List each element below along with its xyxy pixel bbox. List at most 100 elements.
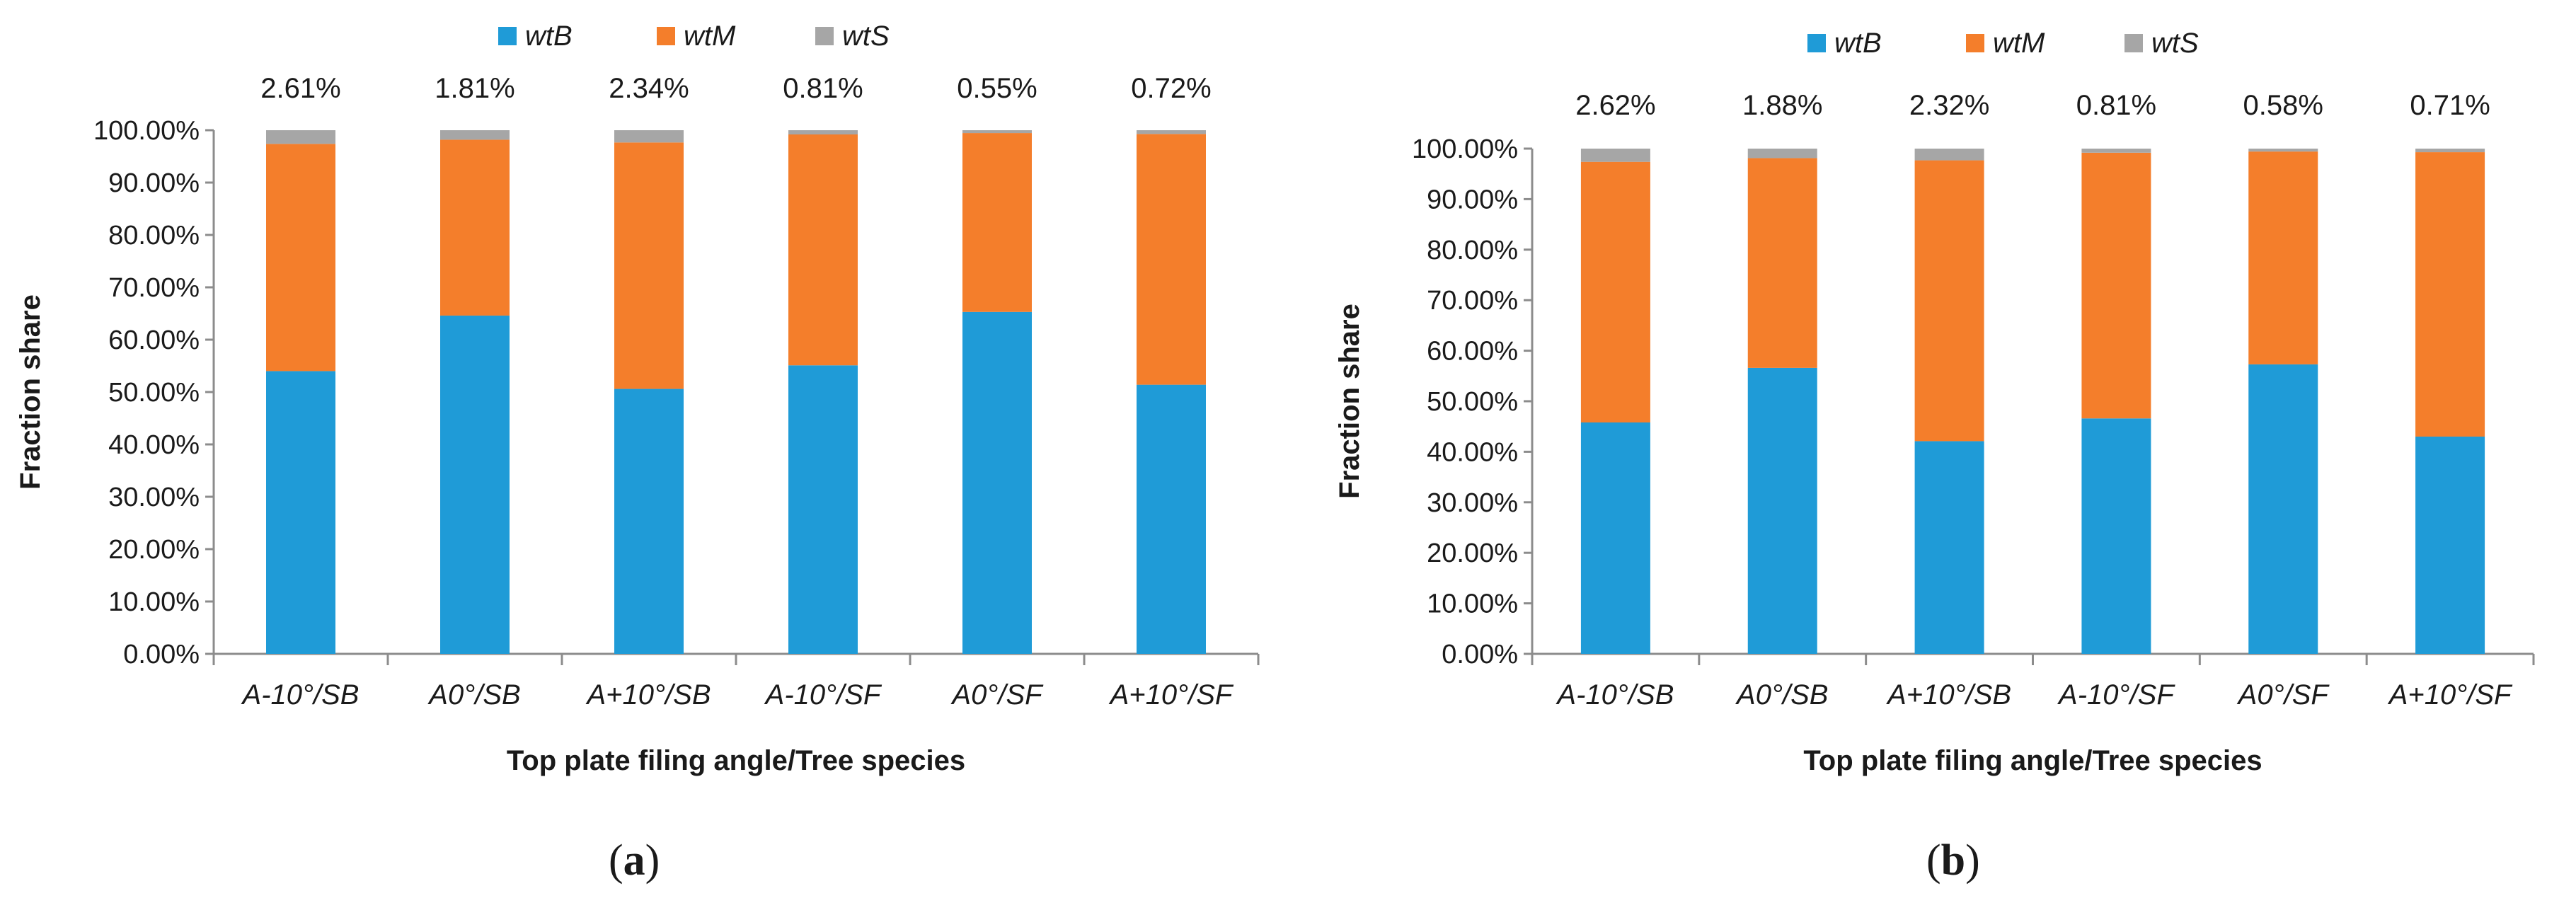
y-tick-label: 20.00% — [1427, 539, 1518, 568]
bar-wtB — [2081, 418, 2151, 654]
y-tick-label: 60.00% — [1427, 337, 1518, 367]
bar-wtM — [440, 139, 510, 316]
bar-wtB — [962, 311, 1032, 654]
y-tick-label: 0.00% — [1442, 640, 1518, 669]
bar-wtS — [2415, 149, 2485, 153]
bar-wtB — [266, 371, 335, 654]
legend-swatch-wtB — [1807, 34, 1826, 52]
bar-wtB — [1580, 422, 1650, 654]
data-label-wtS: 2.62% — [1575, 90, 1655, 121]
legend-label-wtM: wtM — [1993, 28, 2045, 59]
y-tick-label: 30.00% — [1427, 488, 1518, 518]
y-tick-label: 90.00% — [1427, 185, 1518, 214]
panel-letter: b — [1941, 836, 1965, 885]
legend: wtB wtM wtS — [498, 21, 890, 52]
bar-wtB — [1747, 367, 1817, 654]
y-tick-label: 50.00% — [108, 378, 200, 408]
panel-label: (b) — [1926, 836, 1980, 885]
bar-wtS — [1914, 149, 1984, 161]
y-tick-label: 10.00% — [1427, 589, 1518, 619]
x-tick-label: A-10°/SF — [764, 679, 882, 710]
bar-wtS — [614, 130, 684, 143]
y-tick-label: 10.00% — [108, 587, 200, 617]
data-label-wtS: 0.55% — [957, 73, 1037, 104]
legend-label-wtB: wtB — [525, 21, 573, 52]
legend-label-wtS: wtS — [2151, 28, 2199, 59]
bar-wtM — [2248, 151, 2318, 364]
y-tick-label: 80.00% — [108, 221, 200, 251]
y-tick-label: 70.00% — [108, 273, 200, 303]
y-tick-label: 70.00% — [1427, 286, 1518, 316]
legend-swatch-wtS — [2124, 34, 2143, 52]
bar-wtS — [2248, 149, 2318, 152]
data-label-wtS: 0.81% — [2076, 90, 2156, 121]
data-label-wtS: 0.58% — [2243, 90, 2323, 121]
y-tick-label: 80.00% — [1427, 236, 1518, 265]
y-tick-label: 30.00% — [108, 483, 200, 512]
x-tick-label: A+10°/SF — [1109, 679, 1234, 710]
data-label-wtS: 0.72% — [1131, 73, 1211, 104]
data-label-wtS: 2.32% — [1909, 90, 1989, 121]
y-tick-label: 60.00% — [108, 326, 200, 355]
x-tick-label: A0°/SB — [1735, 679, 1828, 710]
bar-wtM — [1914, 160, 1984, 442]
legend-swatch-wtB — [498, 27, 517, 45]
panel-letter: a — [623, 836, 645, 885]
x-tick-label: A+10°/SB — [586, 679, 711, 710]
bar-wtM — [266, 144, 335, 372]
data-label-wtS: 2.34% — [609, 73, 689, 104]
bar-wtM — [614, 142, 684, 389]
legend-label-wtS: wtS — [842, 21, 890, 52]
bar-wtB — [614, 388, 684, 654]
x-tick-label: A-10°/SF — [2057, 679, 2175, 710]
bar-wtS — [266, 130, 335, 144]
bar-wtS — [1747, 149, 1817, 159]
y-tick-label: 40.00% — [108, 430, 200, 460]
bar-wtB — [440, 315, 510, 654]
data-label-wtS: 1.81% — [435, 73, 514, 104]
y-axis-title: Fraction share — [1334, 304, 1365, 499]
data-label-wtS: 1.88% — [1742, 90, 1822, 121]
y-tick-label: 100.00% — [93, 116, 200, 146]
legend-swatch-wtM — [1966, 34, 1984, 52]
bar-wtM — [962, 133, 1032, 312]
bar-wtB — [788, 365, 858, 654]
data-label-wtS: 0.71% — [2410, 90, 2490, 121]
bar-wtM — [2415, 152, 2485, 437]
y-tick-label: 50.00% — [1427, 387, 1518, 417]
y-tick-label: 20.00% — [108, 535, 200, 565]
bar-wtM — [788, 134, 858, 366]
bar-wtM — [1747, 158, 1817, 368]
y-tick-label: 0.00% — [123, 640, 200, 669]
y-tick-label: 40.00% — [1427, 437, 1518, 467]
bar-wtS — [788, 130, 858, 134]
chart-panel-b: 0.00% 10.00% 20.00% 30.00% 40.00% 50.00% 60.00… — [1334, 28, 2535, 885]
data-label-wtS: 0.81% — [783, 73, 863, 104]
legend-swatch-wtM — [657, 27, 675, 45]
y-axis-title: Fraction share — [15, 294, 46, 490]
x-tick-label: A-10°/SB — [1556, 679, 1674, 710]
legend-label-wtM: wtM — [684, 21, 736, 52]
x-tick-label: A0°/SB — [427, 679, 520, 710]
x-tick-label: A+10°/SF — [2388, 679, 2513, 710]
panel-label: (a) — [609, 836, 660, 885]
y-tick-label: 100.00% — [1412, 134, 1518, 164]
bar-wtS — [1137, 130, 1206, 134]
bar-wtS — [1580, 149, 1650, 162]
bar-wtS — [440, 130, 510, 140]
bar-wtB — [2415, 436, 2485, 654]
bar-wtM — [1580, 161, 1650, 422]
legend-label-wtB: wtB — [1834, 28, 1882, 59]
bar-wtB — [1137, 384, 1206, 654]
legend: wtB wtM wtS — [1807, 28, 2199, 59]
x-tick-label: A0°/SF — [2237, 679, 2330, 710]
bar-wtS — [2081, 149, 2151, 153]
x-tick-label: A+10°/SB — [1886, 679, 2011, 710]
x-tick-label: A-10°/SB — [241, 679, 360, 710]
x-axis-title: Top plate filing angle/Tree species — [1803, 745, 2262, 776]
x-axis-title: Top plate filing angle/Tree species — [507, 745, 965, 776]
x-tick-label: A0°/SF — [950, 679, 1044, 710]
data-label-wtS: 2.61% — [260, 73, 340, 104]
bar-wtS — [962, 130, 1032, 134]
